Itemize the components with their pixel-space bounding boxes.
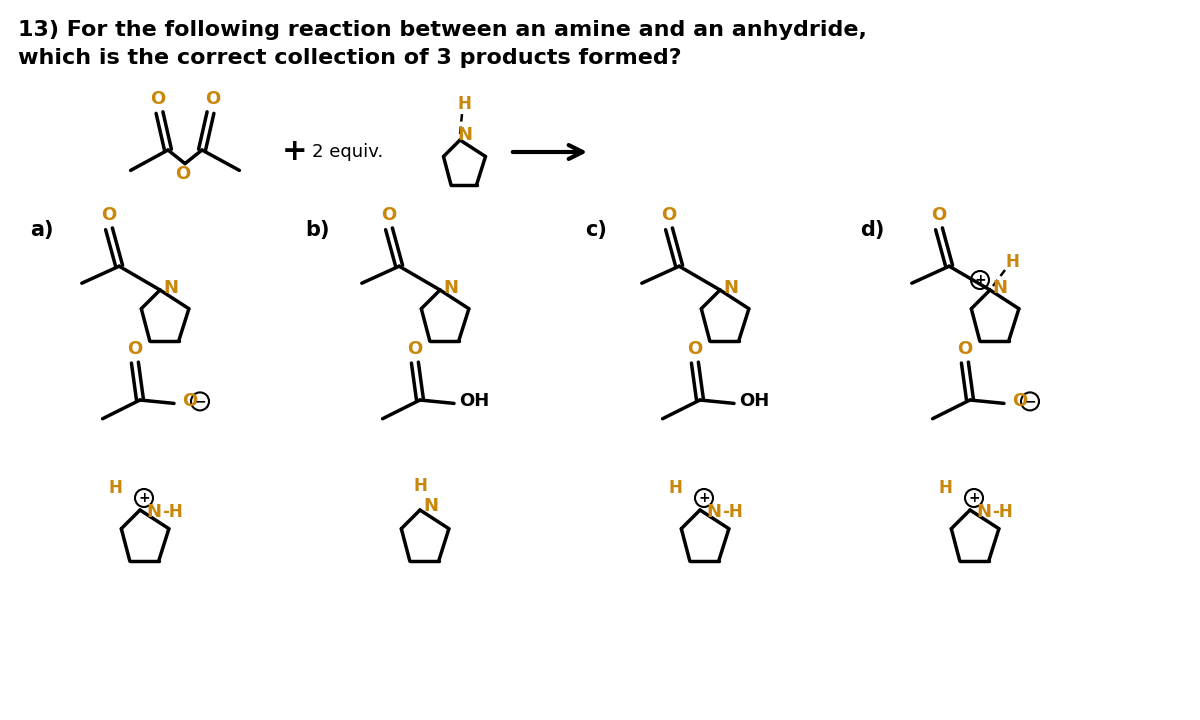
Text: +: + (698, 491, 710, 505)
Text: O: O (205, 89, 220, 107)
Text: H: H (938, 479, 952, 497)
Text: O: O (175, 165, 191, 183)
Text: N: N (443, 279, 458, 297)
Text: 2 equiv.: 2 equiv. (312, 143, 384, 161)
Text: O: O (101, 206, 116, 224)
Text: c): c) (586, 220, 607, 240)
Text: N: N (146, 503, 161, 521)
Text: O: O (407, 340, 422, 358)
Text: O: O (127, 340, 143, 358)
Text: O: O (661, 206, 677, 224)
Text: −: − (194, 395, 206, 408)
Text: O: O (958, 340, 972, 358)
Text: O: O (1012, 392, 1027, 410)
Text: N: N (424, 497, 438, 515)
Text: H: H (457, 95, 470, 113)
Text: O: O (931, 206, 947, 224)
Text: a): a) (30, 220, 54, 240)
Text: H: H (413, 477, 427, 495)
Text: O: O (182, 392, 197, 410)
Text: OH: OH (458, 392, 490, 410)
Text: OH: OH (739, 392, 769, 410)
Text: which is the correct collection of 3 products formed?: which is the correct collection of 3 pro… (18, 48, 682, 68)
Text: H: H (668, 479, 682, 497)
Text: b): b) (305, 220, 330, 240)
Text: N: N (722, 279, 738, 297)
Text: d): d) (860, 220, 884, 240)
Text: 13) For the following reaction between an amine and an anhydride,: 13) For the following reaction between a… (18, 20, 866, 40)
Text: +: + (968, 491, 980, 505)
Text: H: H (108, 479, 122, 497)
Text: -H: -H (162, 503, 182, 521)
Text: N: N (976, 503, 991, 521)
Text: O: O (150, 89, 166, 107)
Text: -H: -H (992, 503, 1013, 521)
Text: N: N (706, 503, 721, 521)
Text: O: O (382, 206, 397, 224)
Text: N: N (457, 126, 473, 144)
Text: -H: -H (722, 503, 743, 521)
Text: N: N (992, 279, 1007, 297)
Text: O: O (688, 340, 702, 358)
Text: +: + (138, 491, 150, 505)
Text: N: N (163, 279, 178, 297)
Text: +: + (282, 138, 308, 166)
Text: +: + (974, 273, 986, 287)
Text: H: H (1006, 253, 1019, 271)
Text: −: − (1024, 395, 1036, 408)
